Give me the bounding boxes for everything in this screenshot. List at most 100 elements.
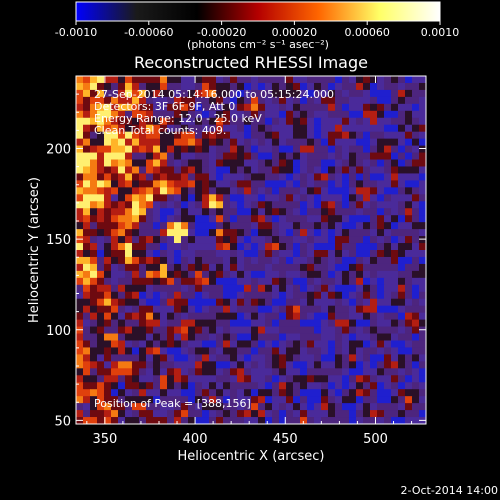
heatmap-cell <box>328 291 336 300</box>
heatmap-cell <box>230 159 238 167</box>
heatmap-cell <box>188 145 196 153</box>
heatmap-cell <box>216 138 224 146</box>
heatmap-cell <box>251 347 259 355</box>
heatmap-cell <box>244 375 252 383</box>
heatmap-cell <box>300 96 308 105</box>
heatmap-cell <box>286 250 294 258</box>
heatmap-cell <box>132 403 140 411</box>
heatmap-cell <box>202 403 210 411</box>
heatmap-cell <box>384 284 392 293</box>
heatmap-cell <box>356 375 364 383</box>
heatmap-cell <box>342 96 350 105</box>
heatmap-cell <box>181 110 189 119</box>
heatmap-cell <box>349 250 357 258</box>
heatmap-cell <box>412 291 420 300</box>
heatmap-cell <box>321 152 329 160</box>
heatmap-cell <box>181 76 189 84</box>
heatmap-cell <box>314 96 322 105</box>
heatmap-cell <box>202 277 210 286</box>
heatmap-cell <box>146 152 154 160</box>
heatmap-cell <box>307 305 315 314</box>
heatmap-cell <box>335 152 343 160</box>
heatmap-cell <box>335 215 343 223</box>
heatmap-cell <box>384 194 392 202</box>
heatmap-cell <box>125 284 133 293</box>
heatmap-cell <box>307 89 315 98</box>
heatmap-cell <box>132 263 140 272</box>
heatmap-cell <box>209 354 217 362</box>
heatmap-cell <box>111 103 119 112</box>
heatmap-cell <box>202 89 210 98</box>
heatmap-cell <box>181 410 189 418</box>
heatmap-cell <box>279 208 287 216</box>
heatmap-cell <box>209 417 217 424</box>
heatmap-cell <box>349 256 357 265</box>
heatmap-cell <box>251 187 259 195</box>
heatmap-cell <box>118 312 126 320</box>
heatmap-cell <box>160 354 168 362</box>
heatmap-cell <box>111 152 119 160</box>
heatmap-cell <box>237 76 245 84</box>
heatmap-cell <box>300 145 308 153</box>
heatmap-cell <box>314 222 322 230</box>
heatmap-cell <box>349 347 357 355</box>
heatmap-cell <box>286 312 294 320</box>
heatmap-cell <box>363 417 371 424</box>
heatmap-cell <box>174 389 182 397</box>
heatmap-cell <box>216 333 224 341</box>
heatmap-cell <box>244 145 252 153</box>
heatmap-cell <box>118 201 126 209</box>
heatmap-cell <box>216 159 224 167</box>
heatmap-cell <box>125 256 133 265</box>
heatmap-cell <box>342 222 350 230</box>
heatmap-cell <box>349 243 357 251</box>
heatmap-cell <box>181 180 189 188</box>
heatmap-cell <box>83 145 91 153</box>
heatmap-cell <box>272 270 280 279</box>
heatmap-cell <box>83 361 91 369</box>
heatmap-cell <box>419 243 426 251</box>
heatmap-cell <box>272 305 280 314</box>
heatmap-cell <box>286 215 294 223</box>
heatmap-cell <box>202 361 210 369</box>
heatmap-cell <box>314 208 322 216</box>
heatmap-cell <box>251 284 259 293</box>
heatmap-cell <box>125 166 133 174</box>
heatmap-cell <box>153 215 161 223</box>
heatmap-cell <box>160 215 168 223</box>
heatmap-cell <box>363 368 371 376</box>
heatmap-cell <box>328 173 336 181</box>
heatmap-cell <box>328 138 336 146</box>
heatmap-cell <box>244 382 252 390</box>
heatmap-cell <box>384 410 392 418</box>
heatmap-cell <box>398 284 406 293</box>
heatmap-cell <box>216 403 224 411</box>
heatmap-cell <box>279 410 287 418</box>
heatmap-cell <box>279 305 287 314</box>
heatmap-cell <box>279 152 287 160</box>
heatmap-cell <box>76 138 84 146</box>
heatmap-cell <box>167 124 175 133</box>
heatmap-cell <box>272 291 280 300</box>
heatmap-cell <box>132 159 140 167</box>
heatmap-cell <box>405 117 413 126</box>
heatmap-cell <box>272 403 280 411</box>
heatmap-cell <box>342 291 350 300</box>
heatmap-cell <box>195 201 203 209</box>
heatmap-cell <box>286 243 294 251</box>
colorbar-tick-label: -0.0010 <box>55 26 97 39</box>
heatmap-cell <box>314 236 322 244</box>
heatmap-cell <box>286 291 294 300</box>
heatmap-cell <box>265 354 273 362</box>
heatmap-cell <box>412 340 420 348</box>
heatmap-cell <box>125 222 133 230</box>
heatmap-cell <box>398 389 406 397</box>
heatmap-cell <box>286 270 294 279</box>
heatmap-cell <box>237 347 245 355</box>
heatmap-cell <box>146 298 154 307</box>
heatmap-cell <box>412 229 420 237</box>
heatmap-cell <box>83 305 91 314</box>
heatmap-cell <box>328 89 336 98</box>
heatmap-cell <box>356 138 364 146</box>
heatmap-cell <box>258 76 266 84</box>
